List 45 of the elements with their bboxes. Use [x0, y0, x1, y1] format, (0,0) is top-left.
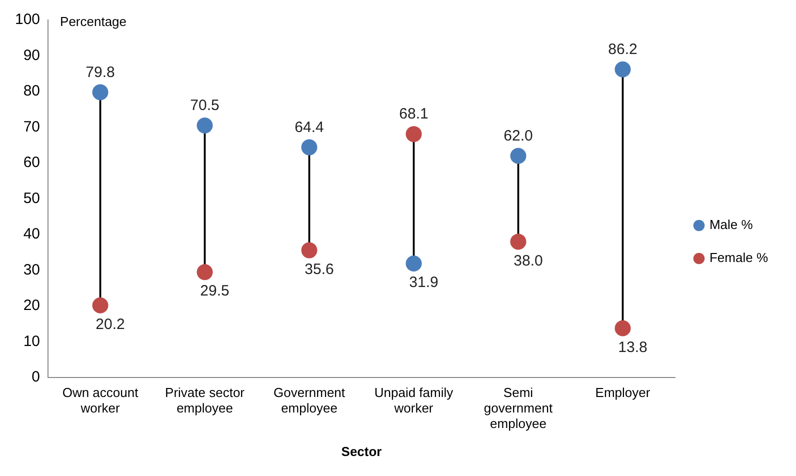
y-tick-label: 40: [23, 226, 40, 243]
data-label: 62.0: [504, 128, 533, 145]
point: [406, 126, 422, 142]
legend-label: Male %: [709, 217, 754, 232]
legend-label: Female %: [709, 250, 768, 266]
data-label: 31.9: [409, 274, 438, 292]
y-tick-label: 90: [23, 46, 40, 64]
point: [614, 320, 631, 336]
x-tick-label: Government employee: [273, 384, 346, 416]
data-label: 79.8: [86, 64, 115, 81]
data-label: 20.2: [96, 316, 125, 334]
data-label: 38.0: [514, 252, 543, 270]
x-tick-label: Semi government employee: [484, 384, 553, 432]
y-tick-label: 60: [23, 154, 40, 172]
point: [510, 234, 526, 250]
y-tick-label: 30: [23, 261, 40, 278]
point: [301, 139, 318, 156]
x-tick-label: Private sector employee: [165, 384, 246, 416]
data-label: 70.5: [190, 97, 220, 114]
y-tick-label: 50: [23, 190, 40, 207]
point: [196, 264, 213, 280]
x-tick-label: Unpaid family worker: [374, 384, 454, 416]
y-tick-label: 20: [23, 297, 40, 314]
y-tick-label: 100: [14, 11, 40, 28]
data-label: 35.6: [304, 260, 334, 278]
data-label: 64.4: [294, 118, 324, 136]
data-label: 29.5: [200, 282, 230, 300]
y-tick-label: 80: [23, 82, 40, 100]
point: [301, 242, 318, 258]
data-label: 68.1: [399, 106, 428, 123]
point: [406, 256, 422, 272]
y-axis-title: Percentage: [60, 14, 127, 30]
point: [614, 61, 631, 78]
data-label: 86.2: [608, 40, 638, 58]
x-axis-title: Sector: [341, 444, 382, 459]
y-tick-label: 0: [32, 368, 40, 386]
point: [92, 297, 108, 314]
x-tick-label: Own account worker: [62, 384, 139, 416]
x-tick-label: Employer: [595, 384, 651, 400]
point: [510, 148, 526, 164]
y-tick-label: 10: [23, 332, 40, 350]
y-tick-label: 70: [23, 118, 40, 136]
point: [92, 84, 108, 100]
data-label: 13.8: [618, 338, 648, 356]
point: [196, 117, 213, 134]
